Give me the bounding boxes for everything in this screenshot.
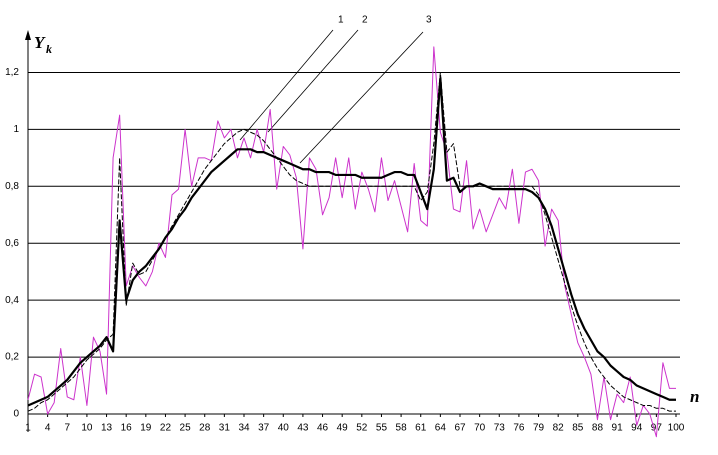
y-tick-label: 0,2 <box>5 352 19 363</box>
y-axis-label: Y <box>34 33 46 52</box>
x-tick-label: 91 <box>612 423 624 434</box>
x-tick-label: 61 <box>415 423 427 434</box>
x-tick-label: 4 <box>45 423 51 434</box>
x-tick-label: 46 <box>317 423 329 434</box>
y-axis-label-subscript: k <box>46 42 52 56</box>
x-tick-label: 13 <box>101 423 113 434</box>
x-tick-label: 43 <box>297 423 309 434</box>
x-tick-label: 28 <box>199 423 211 434</box>
x-tick-label: 10 <box>81 423 93 434</box>
series-line <box>27 71 676 412</box>
y-axis-arrow <box>25 30 31 40</box>
x-tick-label: 67 <box>454 423 466 434</box>
y-tick-label: 0,4 <box>5 295 19 306</box>
x-tick-label: 58 <box>396 423 408 434</box>
x-tick-label: 40 <box>278 423 290 434</box>
y-tick-label: 1,2 <box>5 67 19 78</box>
y-tick-label: 0 <box>13 409 19 420</box>
series-line <box>27 46 676 438</box>
leader-line <box>267 29 359 133</box>
x-tick-label: 64 <box>435 423 447 434</box>
series-label: 1 <box>338 15 344 26</box>
leader-line <box>299 31 424 164</box>
series-line <box>27 77 676 407</box>
x-tick-label: 7 <box>64 423 70 434</box>
x-tick-label: 82 <box>553 423 565 434</box>
x-tick-label: 55 <box>376 423 388 434</box>
y-tick-label: 0,6 <box>5 238 19 249</box>
x-tick-label: 79 <box>533 423 545 434</box>
series-label: 3 <box>426 15 432 26</box>
x-tick-label: 97 <box>651 423 663 434</box>
y-tick-label: 1 <box>13 124 19 135</box>
x-tick-label: 16 <box>121 423 133 434</box>
series-label: 2 <box>362 15 368 26</box>
leader-line <box>239 29 334 141</box>
x-tick-label: 73 <box>494 423 506 434</box>
x-tick-label: 52 <box>356 423 368 434</box>
x-tick-label: 31 <box>219 423 231 434</box>
y-tick-label: 0,8 <box>5 181 19 192</box>
x-tick-label: 1 <box>25 423 31 434</box>
x-tick-label: 100 <box>668 423 685 434</box>
x-tick-label: 76 <box>513 423 525 434</box>
x-tick-label: 34 <box>238 423 250 434</box>
x-tick-label: 94 <box>631 423 643 434</box>
x-tick-label: 88 <box>592 423 604 434</box>
x-tick-label: 22 <box>160 423 172 434</box>
x-axis-label: n <box>690 387 699 406</box>
x-tick-label: 85 <box>572 423 584 434</box>
x-tick-label: 70 <box>474 423 486 434</box>
x-tick-label: 25 <box>180 423 192 434</box>
x-tick-label: 49 <box>337 423 349 434</box>
x-tick-label: 19 <box>140 423 152 434</box>
x-tick-label: 37 <box>258 423 270 434</box>
